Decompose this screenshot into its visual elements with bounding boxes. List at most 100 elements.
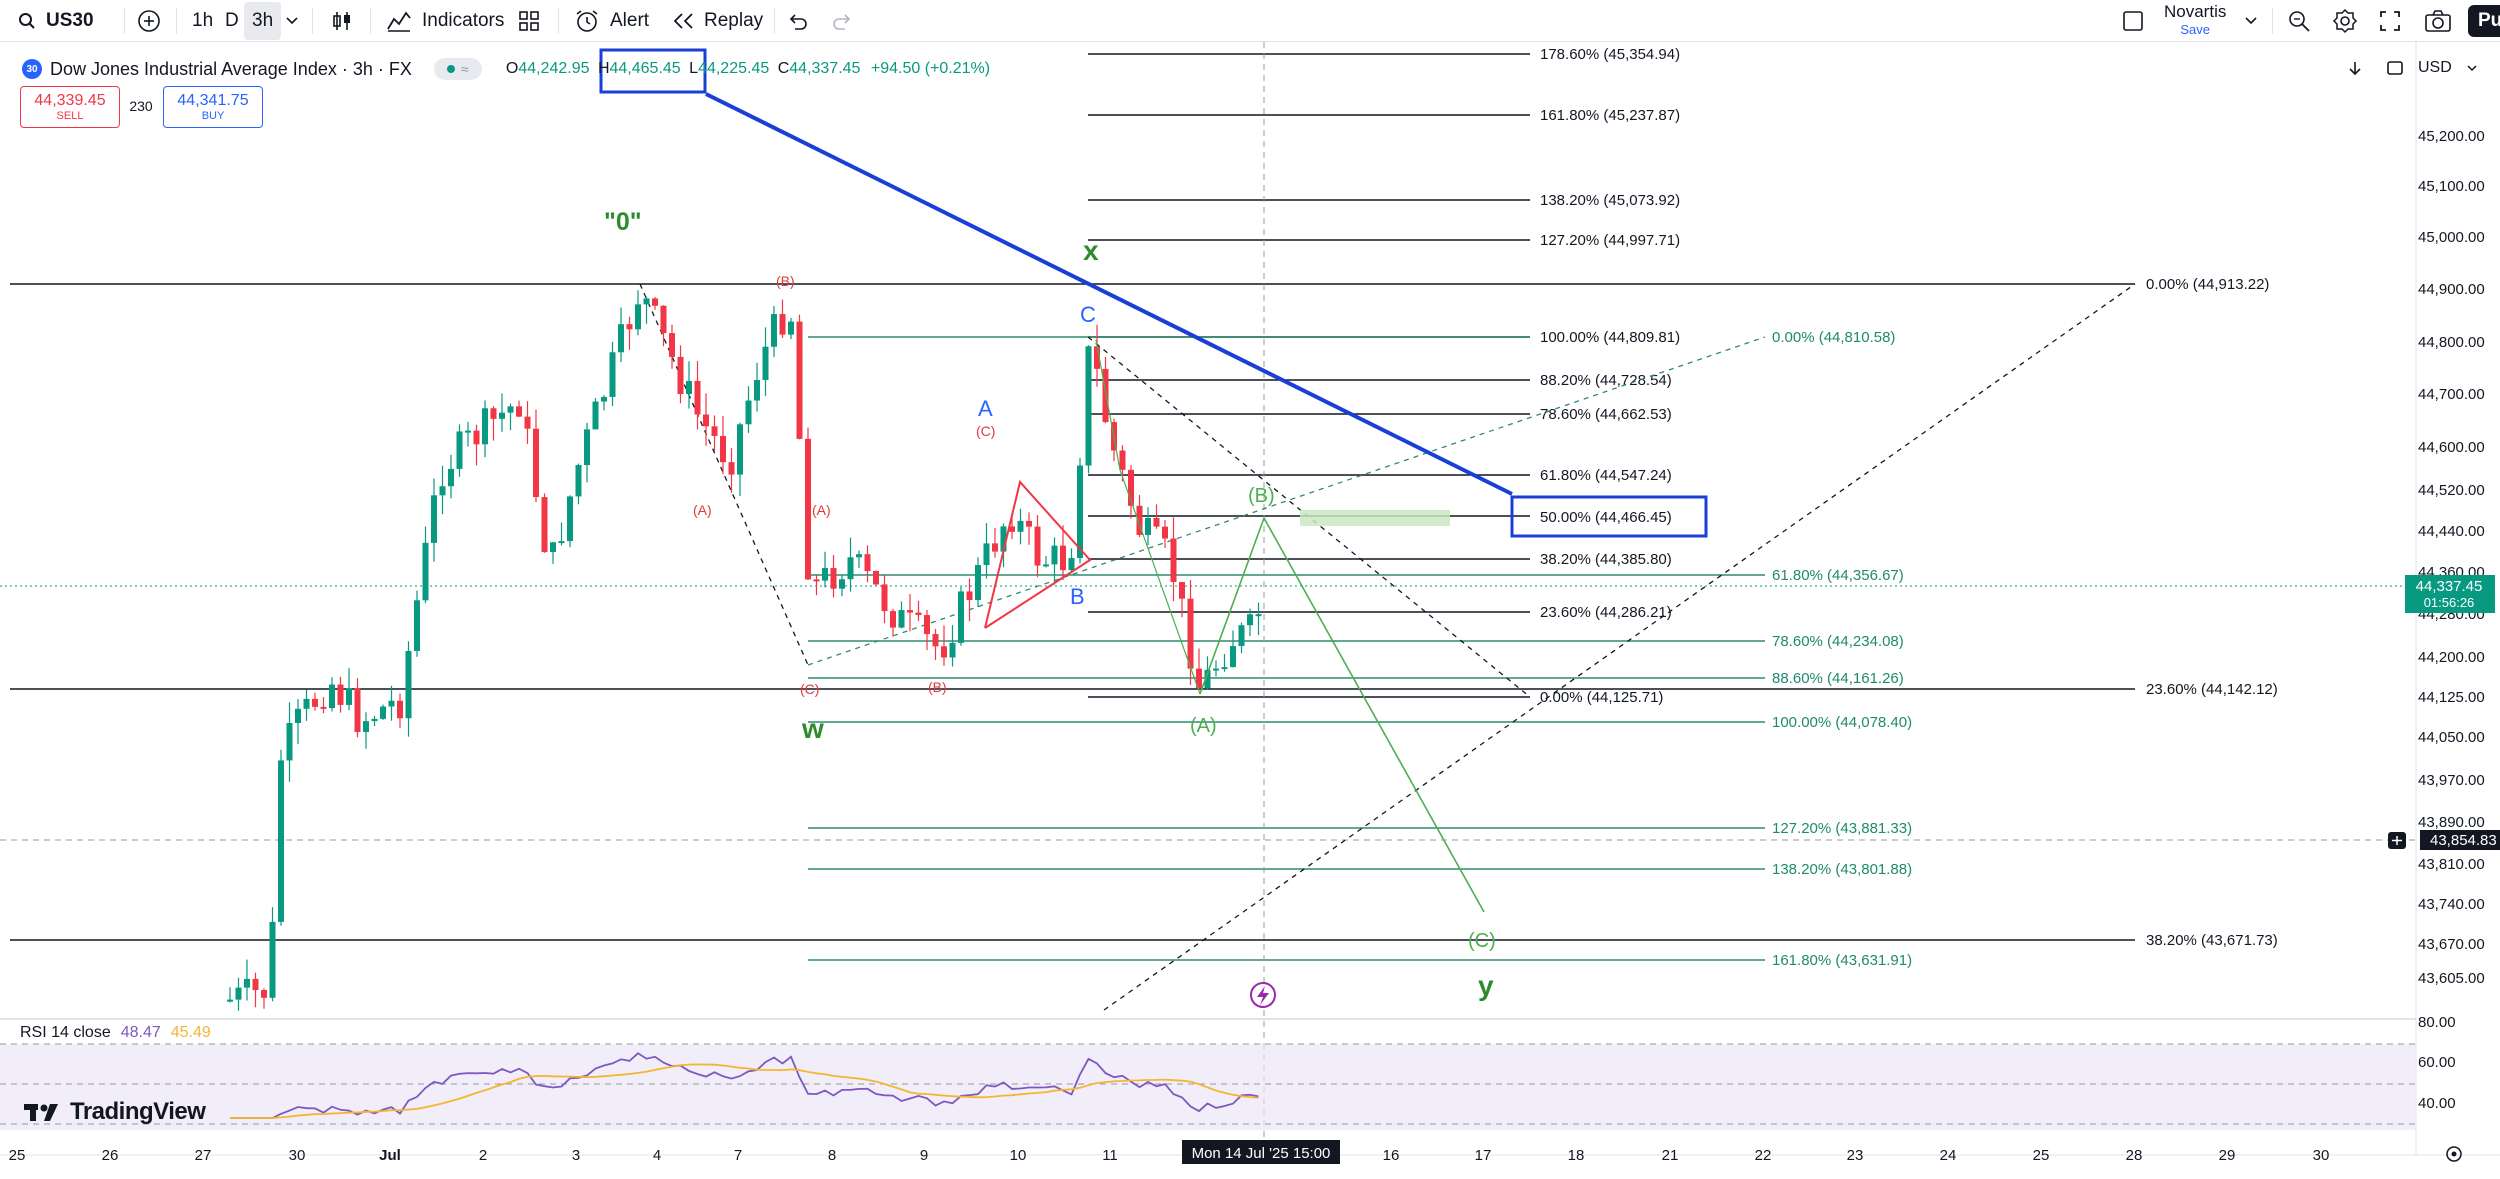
triangle-pattern [984, 479, 1092, 629]
candle-body [839, 579, 845, 589]
price-axis-label: 45,200.00 [2418, 128, 2485, 145]
fib-level-label: 127.20% (43,881.33) [1772, 820, 1912, 837]
chevron-down-icon [286, 17, 298, 25]
price-axis-label: 43,890.00 [2418, 814, 2485, 831]
crosshair-time: Mon 14 Jul '25 15:00 [1192, 1145, 1331, 1162]
candle-body [1128, 469, 1134, 506]
candle-body [609, 352, 616, 397]
rsi-axis-label: 80.00 [2418, 1014, 2456, 1031]
chevron-down-icon [2467, 65, 2477, 72]
candle-body [1060, 545, 1066, 571]
price-axis-label: 44,800.00 [2418, 334, 2485, 351]
buy-label: BUY [201, 110, 225, 122]
candle-body [703, 414, 709, 427]
price-axis-label: 43,970.00 [2418, 772, 2485, 789]
compare-symbol-button[interactable] [136, 0, 162, 42]
wave-label-rA2: (A) [812, 502, 831, 518]
indicators-button[interactable]: Indicators [386, 0, 504, 42]
candle-body [261, 990, 267, 998]
candle-body [388, 700, 395, 707]
chart-type-button[interactable] [330, 0, 354, 42]
candle-body [813, 579, 820, 582]
candle-body [830, 568, 837, 589]
time-axis-label: 16 [1383, 1147, 1400, 1164]
rsi-label: RSI 14 close [20, 1024, 111, 1041]
settings-button[interactable] [2332, 0, 2358, 42]
scroll-down-button[interactable] [2340, 54, 2370, 82]
interval-dropdown[interactable] [285, 0, 299, 42]
rsi-legend: RSI 14 close 48.47 45.49 [20, 1024, 211, 1042]
candle-body [1179, 581, 1185, 599]
wave-label-pB: (B) [1248, 485, 1275, 507]
candle-body [864, 554, 871, 572]
candle-body [626, 324, 633, 330]
candle-body [1000, 526, 1007, 552]
tradingview-logo[interactable]: TradingView [24, 1098, 206, 1126]
chart-plot[interactable]: 178.60% (45,354.94) 161.80% (45,237.87) … [0, 42, 2500, 1179]
price-axis-label: 45,100.00 [2418, 178, 2485, 195]
candle-body [1196, 668, 1202, 689]
candle-body [660, 305, 667, 334]
publish-button[interactable]: Pu [2468, 5, 2500, 37]
fib-level-label: 61.80% (44,356.67) [1772, 567, 1904, 584]
symbol-search[interactable]: US30 [18, 0, 94, 42]
price-candles [227, 290, 1262, 1011]
interval-3h[interactable]: 3h [244, 2, 282, 40]
candle-body [490, 408, 497, 419]
time-axis-label: 4 [653, 1147, 661, 1164]
candle-body [941, 646, 947, 658]
time-axis-label: 3 [572, 1147, 580, 1164]
fullscreen-button[interactable] [2378, 0, 2402, 42]
candle-body [1255, 614, 1262, 617]
wave-label-B: B [1070, 584, 1085, 609]
maximize-pane-button[interactable] [2380, 54, 2410, 82]
alarm-clock-icon [576, 10, 598, 32]
high-highlight-box [599, 48, 707, 94]
fib-level-label: 78.60% (44,234.08) [1772, 633, 1904, 650]
layout-dropdown[interactable] [2244, 0, 2258, 42]
candle-body [686, 380, 692, 394]
candle-body [482, 408, 488, 445]
layout-checkbox[interactable] [2122, 0, 2144, 42]
interval-1h[interactable]: 1h [192, 10, 214, 31]
replay-button[interactable]: Replay [672, 0, 763, 42]
time-axis[interactable]: 25 26 27 30 Jul 2 3 4 7 8 9 10 11 16 17 18 21 22 23 24 25 28 2… [9, 1147, 2330, 1164]
price-axis-label: 44,700.00 [2418, 386, 2485, 403]
candle-body [397, 700, 403, 719]
sell-button[interactable]: 44,339.45 SELL [20, 86, 120, 128]
layout-name-button[interactable]: Novartis Save [2164, 0, 2226, 42]
price-axis[interactable]: 45,200.00 45,100.00 45,000.00 44,900.00 44,8… [2418, 128, 2485, 987]
candle-body [1009, 526, 1015, 532]
time-axis-label: 17 [1475, 1147, 1492, 1164]
time-axis-label: 11 [1102, 1147, 1118, 1164]
candle-body [354, 688, 361, 733]
candle-body [414, 600, 420, 651]
candle-body [1102, 368, 1109, 423]
candle-body [1170, 538, 1177, 582]
fib-level-label: 23.60% (44,286.21) [1540, 604, 1672, 621]
redo-button[interactable] [830, 0, 854, 42]
wave-label-C: C [1080, 302, 1096, 327]
market-status-badge[interactable]: ≈ [433, 58, 482, 80]
currency-label: USD [2418, 59, 2452, 76]
quick-search-button[interactable] [2286, 0, 2312, 42]
interval-d[interactable]: D [225, 10, 239, 31]
candle-body [1017, 520, 1024, 532]
time-axis-label: 29 [2219, 1147, 2236, 1164]
event-flash-icon[interactable] [1250, 982, 1276, 1008]
undo-button[interactable] [786, 0, 810, 42]
buy-button[interactable]: 44,341.75 BUY [163, 86, 263, 128]
templates-button[interactable] [518, 0, 540, 42]
candle-body [312, 698, 318, 707]
currency-selector[interactable]: USD [2418, 54, 2478, 82]
time-axis-settings-icon[interactable] [2446, 1146, 2462, 1162]
symbol-title[interactable]: Dow Jones Industrial Average Index · 3h … [50, 58, 412, 79]
candle-body [992, 543, 998, 552]
candle-body [762, 346, 769, 381]
snapshot-button[interactable] [2424, 0, 2452, 42]
candle-body [320, 706, 327, 709]
alert-button[interactable]: Alert [574, 0, 649, 42]
crosshair-price: 43,854.83 [2430, 832, 2497, 849]
sell-label: SELL [56, 110, 84, 122]
